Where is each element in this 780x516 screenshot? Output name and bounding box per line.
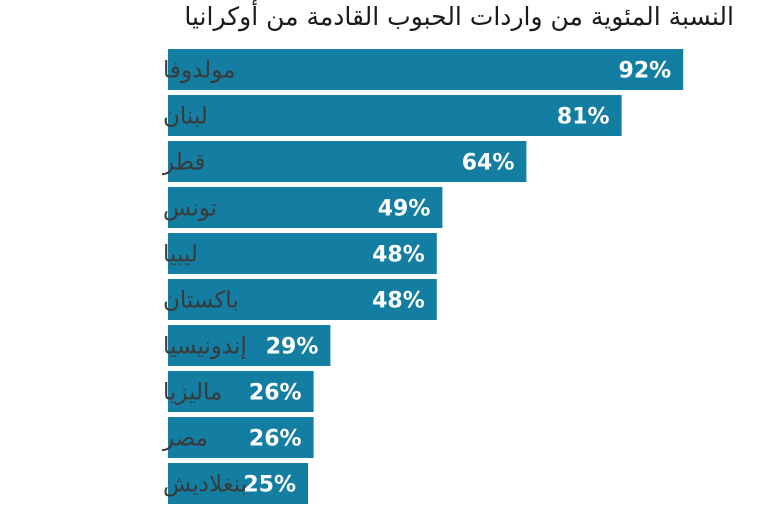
category-label: لبنان: [163, 104, 208, 130]
bar: [168, 233, 437, 274]
category-label: مولدوفا: [163, 58, 235, 84]
value-label: 92%: [619, 59, 672, 84]
category-label: بنغلاديش: [163, 472, 247, 498]
category-label: باكستان: [163, 288, 239, 314]
category-label: ماليزيا: [163, 380, 222, 406]
category-label: تونس: [163, 196, 217, 222]
bar: [168, 95, 622, 136]
value-label: 81%: [557, 105, 610, 130]
bar: [168, 417, 314, 458]
value-label: 29%: [266, 335, 319, 360]
bar: [168, 463, 308, 504]
category-label: ليبيا: [163, 242, 198, 268]
bar: [168, 371, 314, 412]
value-label: 48%: [372, 243, 425, 268]
category-label: إندونيسيا: [163, 334, 247, 360]
bar: [168, 279, 437, 320]
value-label: 26%: [249, 427, 302, 452]
category-label: مصر: [162, 426, 208, 452]
bar: [168, 187, 443, 228]
bar: [168, 141, 527, 182]
bar: [168, 325, 331, 366]
value-label: 48%: [372, 289, 425, 314]
bar: [168, 49, 684, 90]
value-label: 25%: [243, 473, 296, 498]
chart-title: النسبة المئوية من واردات الحبوب القادمة …: [184, 2, 734, 31]
value-label: 26%: [249, 381, 302, 406]
category-label: قطر: [162, 150, 206, 176]
value-label: 49%: [378, 197, 431, 222]
value-label: 64%: [462, 151, 515, 176]
